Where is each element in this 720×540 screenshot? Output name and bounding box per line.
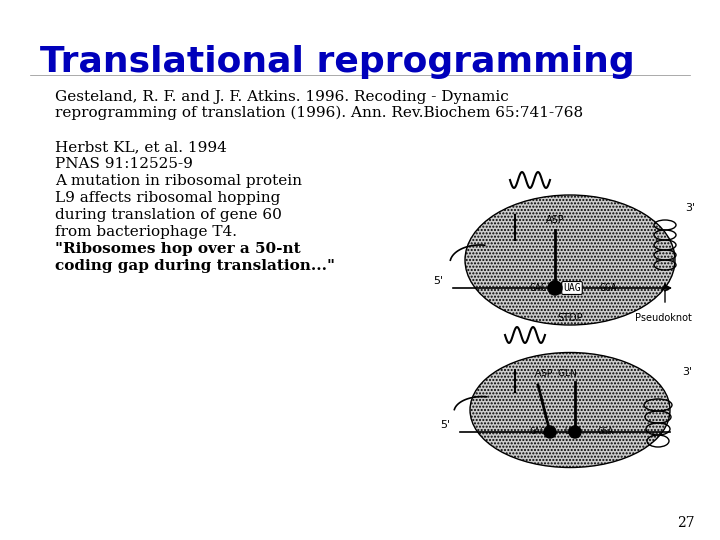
- Text: ASP  GLN: ASP GLN: [535, 369, 577, 378]
- Text: A mutation in ribosomal protein: A mutation in ribosomal protein: [55, 174, 302, 188]
- Text: Translational reprogramming: Translational reprogramming: [40, 45, 635, 79]
- Ellipse shape: [470, 353, 670, 468]
- Circle shape: [544, 426, 556, 438]
- Circle shape: [569, 426, 581, 438]
- Text: during translation of gene 60: during translation of gene 60: [55, 208, 282, 222]
- Text: PNAS 91:12525-9: PNAS 91:12525-9: [55, 157, 193, 171]
- Text: "Ribosomes hop over a 50-nt: "Ribosomes hop over a 50-nt: [55, 242, 301, 256]
- Text: 5': 5': [433, 276, 443, 286]
- Text: Pseudoknot: Pseudoknot: [635, 313, 692, 323]
- Text: STOP: STOP: [557, 313, 582, 323]
- Text: coding gap during translation...": coding gap during translation...": [55, 259, 335, 273]
- Text: GGA: GGA: [598, 428, 614, 436]
- Text: GAC: GAC: [530, 428, 546, 436]
- Text: 3': 3': [682, 367, 692, 377]
- Text: UAG: UAG: [563, 283, 581, 293]
- Text: from bacteriophage T4.: from bacteriophage T4.: [55, 225, 237, 239]
- Text: GGA: GGA: [599, 283, 617, 293]
- Text: L9 affects ribosomal hopping: L9 affects ribosomal hopping: [55, 191, 280, 205]
- Text: 3': 3': [685, 203, 695, 213]
- Text: ASP: ASP: [546, 215, 564, 225]
- Text: 5': 5': [440, 420, 450, 430]
- Text: Herbst KL, et al. 1994: Herbst KL, et al. 1994: [55, 140, 227, 154]
- Text: GAC: GAC: [529, 283, 546, 293]
- Ellipse shape: [465, 195, 675, 325]
- Text: reprogramming of translation (1996). Ann. Rev.Biochem 65:741-768: reprogramming of translation (1996). Ann…: [55, 106, 583, 120]
- Text: UAG: UAG: [564, 428, 580, 436]
- Text: 27: 27: [678, 516, 695, 530]
- Circle shape: [548, 281, 562, 295]
- Text: Gesteland, R. F. and J. F. Atkins. 1996. Recoding - Dynamic: Gesteland, R. F. and J. F. Atkins. 1996.…: [55, 90, 509, 104]
